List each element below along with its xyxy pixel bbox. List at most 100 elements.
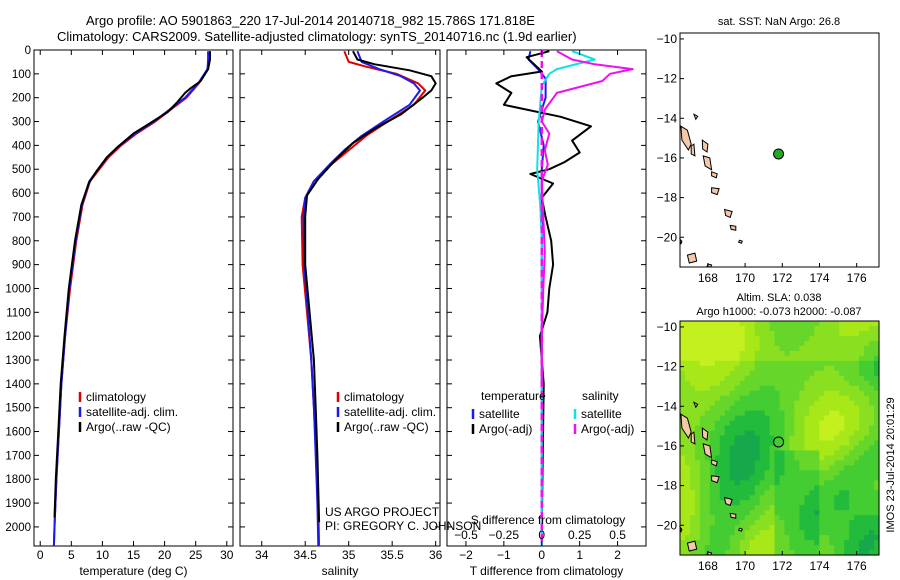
sla-cell [749,425,756,432]
sla-cell [749,365,756,372]
sla-cell [714,400,721,407]
sla-cell [779,515,786,521]
sla-cell [749,430,756,437]
sla-cell [739,465,746,471]
sla-cell [859,360,865,367]
sla-cell [794,495,800,501]
sla-cell [804,495,810,501]
sla-cell [734,475,741,481]
sla-cell [719,525,726,531]
sla-cell [769,520,776,526]
sla-cell [680,345,686,352]
sla-cell [864,390,870,397]
sla-cell [694,475,701,481]
temperature-xtick-label: 0 [37,548,44,562]
sla-cell [724,435,731,442]
sla-cell [689,410,696,417]
sla-cell [799,375,805,382]
sla-cell [874,480,880,486]
sla-cell [739,365,746,372]
sla-cell [844,321,850,327]
sla-cell [829,525,835,531]
sla-cell [759,520,766,526]
sla-cell [689,465,696,471]
sla-cell [680,355,686,362]
sla-cell [769,535,776,541]
sla-cell [869,390,875,397]
salinity-legend-label: Argo(..raw -QC) [344,420,429,434]
sla-cell [759,325,766,332]
sla-cell [789,380,796,387]
sla-cell [874,525,880,531]
sla-cell [769,505,776,511]
sla-cell [754,321,761,327]
sla-cell [749,330,756,337]
sla-cell [699,460,706,466]
map-ytick-label: −18 [657,191,678,205]
sla-cell [739,510,746,516]
sla-cell [680,505,686,511]
sla-cell [799,405,805,412]
sla-cell [739,340,746,347]
sla-cell [799,365,805,372]
sla-cell [694,380,701,387]
sla-cell [724,350,731,357]
sla-cell [849,395,855,402]
sla-cell [849,340,855,347]
sla-cell [769,465,776,471]
sla-cell [859,335,865,342]
sla-cell [874,405,880,412]
sla-cell [754,395,761,402]
sla-cell [714,460,721,466]
sla-cell [784,485,791,491]
sla-cell [709,321,716,327]
sla-cell [709,500,716,506]
sla-cell [699,505,706,511]
sla-cell [849,545,855,551]
sla-cell [774,545,781,551]
argo-float-marker [773,436,785,448]
sla-cell [719,490,726,496]
sla-cell [779,375,786,382]
sla-cell [789,515,796,521]
sla-cell [694,330,701,337]
sla-cell [834,385,840,392]
sla-cell [819,415,825,422]
sla-cell [754,385,761,392]
sla-cell [814,390,820,397]
sla-cell [859,510,865,516]
sla-cell [689,525,696,531]
figure-title-line1: Argo profile: AO 5901863_220 17-Jul-2014… [86,13,535,28]
sla-cell [724,535,731,541]
sla-cell [809,345,815,352]
sla-cell [759,450,766,457]
sla-cell [789,500,796,506]
sla-cell [874,385,880,392]
sla-cell [694,395,701,402]
sla-cell [779,535,786,541]
sla-cell [739,345,746,352]
sla-cell [864,455,870,462]
sla-cell [859,475,865,481]
diff-s-tick-label: −0.5 [454,528,478,542]
sla-cell [739,321,746,327]
sla-cell [724,375,731,382]
sla-cell [709,430,716,437]
island-shape [729,224,737,231]
sla-cell [704,540,711,546]
sla-cell [789,470,796,476]
sla-cell [714,490,721,496]
sla-cell [789,530,796,536]
sla-cell [804,440,810,447]
sla-cell [819,420,825,427]
sla-cell [729,535,736,541]
sla-cell [784,465,791,471]
sla-cell [754,480,761,486]
sla-cell [809,385,815,392]
sla-cell [724,395,731,402]
sla-cell [869,355,875,362]
sla-cell [834,420,840,427]
sla-cell [844,340,850,347]
sla-cell [809,495,815,501]
sla-cell [734,450,741,457]
